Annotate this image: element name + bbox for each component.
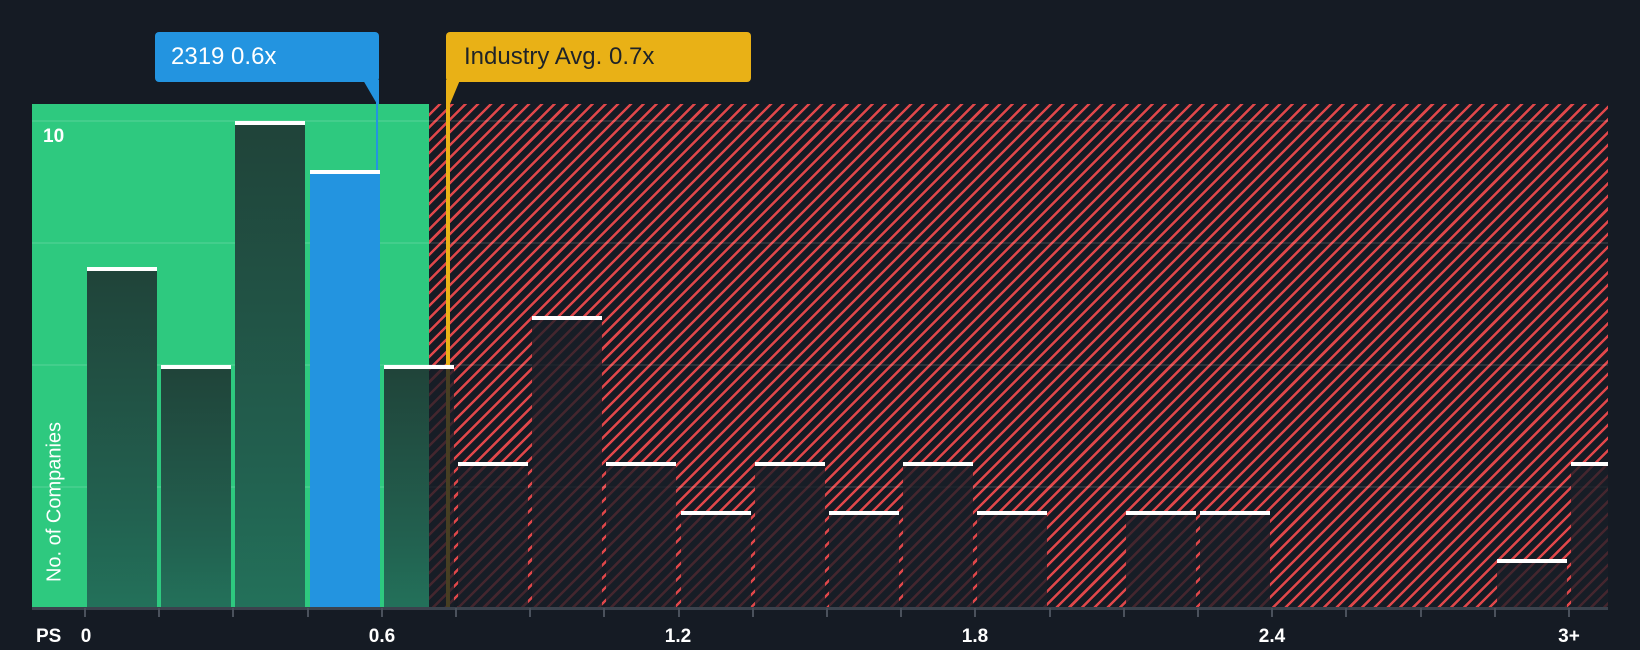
- x-tick: [826, 608, 828, 617]
- histogram-bar: [309, 169, 380, 608]
- bar-top-cap: [1496, 559, 1567, 564]
- x-axis-title: PS: [36, 626, 62, 647]
- x-tick: [1345, 608, 1348, 617]
- x-tick: [974, 608, 977, 617]
- x-tick-label: 0.6: [368, 626, 396, 647]
- histogram-bar: [87, 267, 157, 608]
- bar-top-cap: [1200, 510, 1270, 515]
- x-tick: [603, 608, 606, 617]
- y-tick-label-10: 10: [43, 126, 65, 147]
- histogram-bar: [1571, 461, 1608, 608]
- x-tick: [677, 608, 680, 617]
- histogram-bar: [1125, 510, 1196, 608]
- x-tick-label: 3+: [1558, 626, 1580, 647]
- bar-top-cap: [903, 461, 974, 466]
- x-tick-label: 0: [80, 626, 92, 647]
- x-tick: [1493, 608, 1496, 617]
- company-marker-line: [376, 80, 378, 170]
- x-tick: [1419, 608, 1422, 617]
- histogram-bar: [903, 461, 974, 608]
- x-tick-label: 2.4: [1258, 626, 1286, 647]
- histogram-bar: [532, 315, 603, 608]
- industry-average-marker-line: [446, 80, 450, 608]
- histogram-bar: [458, 461, 528, 608]
- bar-top-cap: [309, 169, 380, 174]
- bar-top-cap: [1125, 510, 1196, 515]
- company-value-tooltip: 2319 0.6x: [155, 32, 379, 82]
- x-tick-label: 1.8: [961, 626, 989, 647]
- bar-top-cap: [161, 364, 232, 369]
- histogram-bar: [977, 510, 1048, 608]
- x-tick-label: 1.2: [664, 626, 692, 647]
- histogram-bar: [235, 121, 306, 608]
- bar-top-cap: [754, 461, 825, 466]
- x-tick: [306, 608, 309, 617]
- bar-top-cap: [235, 121, 306, 125]
- histogram-bar: [1496, 559, 1567, 608]
- bar-top-cap: [87, 267, 157, 272]
- x-tick: [84, 608, 86, 617]
- x-tick: [751, 608, 754, 617]
- bar-top-cap: [977, 510, 1048, 515]
- bar-top-cap: [680, 510, 751, 515]
- histogram-bar: [429, 364, 454, 608]
- histogram-bar: [1200, 510, 1270, 608]
- gridline-7-5: [32, 242, 1608, 244]
- x-tick: [1271, 608, 1274, 617]
- bar-top-cap: [606, 461, 677, 466]
- histogram-bar: [161, 364, 232, 608]
- above-industry-hatched-zone: [429, 104, 1608, 608]
- gridline-5: [32, 364, 1608, 366]
- gridline-10: [32, 120, 1608, 122]
- bar-top-cap: [532, 315, 603, 320]
- x-tick: [1048, 608, 1051, 617]
- histogram-bar: [606, 461, 677, 608]
- x-tick: [380, 608, 383, 617]
- x-tick: [1568, 608, 1570, 617]
- x-tick: [1122, 608, 1125, 617]
- histogram-bar: [383, 364, 429, 608]
- histogram-bar: [829, 510, 899, 608]
- y-axis-title: No. of Companies: [43, 421, 66, 583]
- bar-top-cap: [458, 461, 528, 466]
- histogram-bar: [754, 461, 825, 608]
- x-tick: [455, 608, 457, 617]
- industry-tooltip-pointer: [446, 80, 460, 104]
- x-tick: [232, 608, 235, 617]
- industry-average-tooltip: Industry Avg. 0.7x: [446, 32, 751, 82]
- company-tooltip-pointer: [363, 80, 379, 104]
- x-axis-line: [32, 607, 1608, 610]
- bar-top-cap: [383, 364, 454, 369]
- bar-top-cap: [829, 510, 899, 515]
- x-tick: [900, 608, 903, 617]
- x-tick: [158, 608, 161, 617]
- x-tick: [529, 608, 532, 617]
- bar-top-cap: [1571, 461, 1608, 466]
- x-tick: [1197, 608, 1199, 617]
- histogram-bar: [680, 510, 751, 608]
